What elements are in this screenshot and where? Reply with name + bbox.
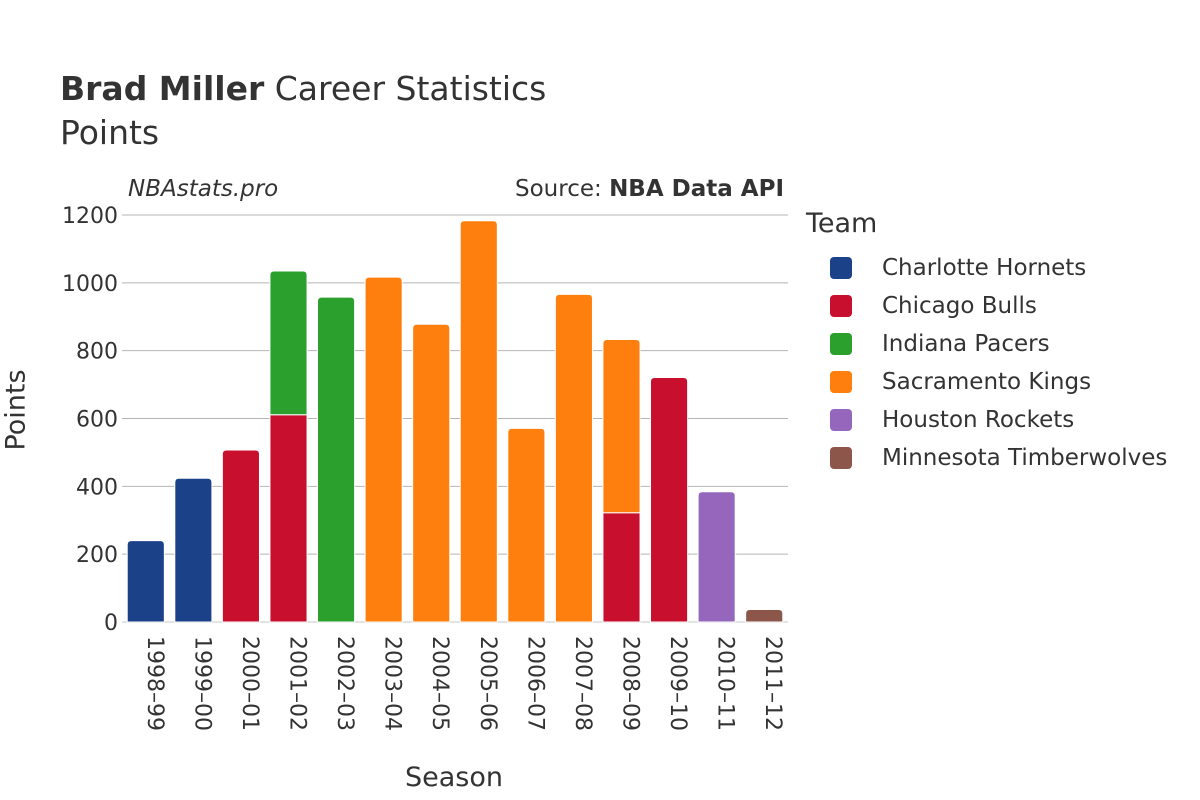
x-tick-label: 2005–06: [475, 636, 500, 731]
bar-segment[interactable]: [412, 323, 451, 623]
legend-item[interactable]: Sacramento Kings: [806, 363, 1167, 401]
chart-title: Brad Miller Career Statistics: [60, 68, 546, 110]
bar-segment[interactable]: [221, 449, 260, 623]
y-tick-label: 200: [76, 543, 118, 568]
x-tick-label: 2001–02: [285, 636, 310, 731]
x-tick-label: 2010–11: [713, 636, 738, 731]
legend-swatch: [830, 371, 852, 393]
source-prefix: Source:: [515, 176, 602, 202]
bar-segment[interactable]: [602, 338, 641, 514]
bar-segment[interactable]: [554, 293, 593, 623]
bar-segment[interactable]: [269, 414, 308, 623]
title-player-name: Brad Miller: [60, 69, 265, 108]
legend: Team Charlotte Hornets Chicago Bulls India…: [806, 208, 1167, 477]
source-credit: Source: NBA Data API: [515, 176, 784, 202]
legend-label: Chicago Bulls: [882, 293, 1037, 319]
legend-item[interactable]: Indiana Pacers: [806, 325, 1167, 363]
x-tick-label: 2009–10: [665, 636, 690, 731]
y-tick-label: 1200: [62, 204, 118, 229]
legend-item[interactable]: Chicago Bulls: [806, 287, 1167, 325]
bar-segment[interactable]: [650, 376, 689, 623]
bar-segment[interactable]: [459, 220, 498, 623]
bar-segment[interactable]: [364, 276, 403, 623]
y-tick-label: 400: [76, 475, 118, 500]
legend-item[interactable]: Charlotte Hornets: [806, 249, 1167, 287]
x-tick-label: 2006–07: [522, 636, 547, 731]
x-tick-label: 2011–12: [760, 636, 785, 731]
legend-item[interactable]: Minnesota Timberwolves: [806, 439, 1167, 477]
x-tick-label: 1998–99: [142, 636, 167, 731]
bar-segment[interactable]: [126, 540, 165, 623]
bar-segment[interactable]: [745, 608, 784, 623]
title-rest: Career Statistics: [274, 69, 547, 108]
legend-swatch: [830, 333, 852, 355]
legend-title: Team: [806, 208, 878, 239]
bar-segment[interactable]: [507, 427, 546, 623]
x-tick-label: 2004–05: [427, 636, 452, 731]
legend-label: Minnesota Timberwolves: [882, 445, 1168, 471]
bar-segment[interactable]: [697, 491, 736, 623]
bar-segment[interactable]: [317, 296, 356, 623]
x-tick-label: 2008–09: [618, 636, 643, 731]
source-name: NBA Data API: [609, 176, 784, 202]
legend-swatch: [830, 295, 852, 317]
y-tick-label: 800: [76, 340, 118, 365]
legend-swatch: [830, 447, 852, 469]
y-tick-label: 0: [104, 611, 118, 636]
x-tick-label: 1999–00: [189, 636, 214, 731]
legend-items: Charlotte Hornets Chicago Bulls Indiana Pa…: [806, 249, 1167, 477]
x-axis-title: Season: [405, 762, 503, 793]
legend-label: Indiana Pacers: [882, 331, 1050, 357]
x-tick-label: 2003–04: [380, 636, 405, 731]
y-tick-label: 1000: [62, 272, 118, 297]
x-tick-label: 2000–01: [237, 636, 262, 731]
x-tick-label: 2002–03: [332, 636, 357, 731]
bar-chart: 0 200 400 600 800 1000 1200 1998–99 1999–00 2000–…: [62, 204, 788, 731]
site-credit: NBAstats.pro: [128, 176, 279, 202]
bar-segment[interactable]: [602, 512, 641, 623]
y-tick-label: 600: [76, 408, 118, 433]
legend-label: Houston Rockets: [882, 407, 1075, 433]
bar-segment[interactable]: [174, 477, 213, 623]
chart-subtitle: Points: [60, 113, 160, 152]
legend-label: Sacramento Kings: [882, 369, 1092, 395]
legend-label: Charlotte Hornets: [882, 255, 1087, 281]
bar-segment[interactable]: [269, 270, 308, 416]
x-tick-label: 2007–08: [570, 636, 595, 731]
legend-item[interactable]: Houston Rockets: [806, 401, 1167, 439]
legend-swatch: [830, 257, 852, 279]
legend-swatch: [830, 409, 852, 431]
